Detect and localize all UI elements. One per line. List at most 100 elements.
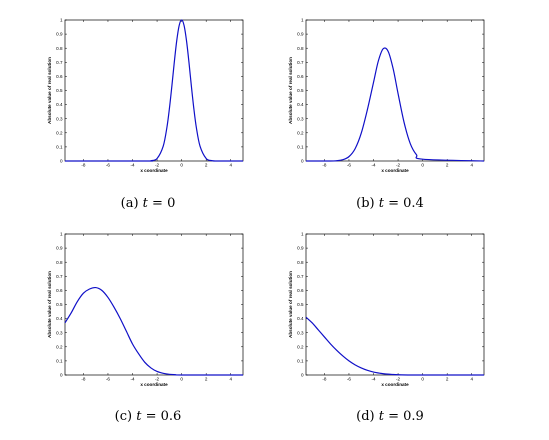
x-tick-label: 0 (180, 377, 183, 382)
y-tick-label: 1 (60, 18, 63, 23)
caption-value: = 0 (148, 196, 175, 211)
panel-caption: (a) t = 0 (121, 196, 176, 211)
y-tick-label: 0.4 (56, 316, 63, 321)
x-tick-label: 2 (446, 377, 449, 382)
chart-panel: -8 -6 -4 -2 0 2 4 0 0.1 0.2 0.3 0.4 0.5 0.6 0.7 0.8 0.9 1… (47, 232, 244, 424)
y-tick-label: 0.7 (297, 274, 304, 279)
x-tick-label: -4 (130, 163, 135, 168)
x-axis-label: x coordinate (381, 168, 409, 173)
caption-prefix: (a) (121, 196, 143, 211)
series-line (64, 19, 244, 162)
y-tick-label: 0.3 (297, 116, 304, 121)
x-tick-label: -2 (396, 377, 401, 382)
panel-caption: (d) t = 0.9 (356, 409, 424, 424)
caption-variable: t (143, 196, 149, 211)
y-tick-label: 0.3 (56, 116, 63, 121)
y-tick-label: 0.1 (56, 145, 63, 150)
y-tick-label: 0.8 (56, 46, 63, 51)
y-axis-label: Absolute value of real solution (288, 57, 293, 124)
x-tick-label: -2 (155, 377, 160, 382)
y-tick-label: 1 (301, 232, 304, 237)
y-tick-label: 0.2 (56, 130, 63, 135)
y-tick-label: 0.8 (56, 260, 63, 265)
x-tick-label: -6 (106, 163, 111, 168)
y-tick-label: 0.8 (297, 260, 304, 265)
y-tick-label: 0.5 (56, 88, 63, 93)
caption-value: = 0.4 (384, 196, 424, 211)
panel-caption: (b) t = 0.4 (356, 196, 424, 211)
y-tick-label: 0.1 (56, 359, 63, 364)
x-tick-label: -8 (322, 377, 327, 382)
chart-panel: -8 -6 -4 -2 0 2 4 0 0.1 0.2 0.3 0.4 0.5 0.6 0.7 0.8 0.9 1… (288, 232, 485, 424)
plot-frame (305, 19, 485, 162)
x-tick-label: -4 (371, 377, 376, 382)
x-tick-label: -8 (81, 377, 86, 382)
x-tick-label: -6 (347, 377, 352, 382)
caption-prefix: (b) (356, 196, 379, 211)
caption-prefix: (c) (115, 409, 137, 424)
plot-frame (64, 19, 244, 162)
series-line (305, 316, 484, 376)
plot-frame (64, 233, 244, 376)
caption-prefix: (d) (356, 409, 379, 424)
y-tick-label: 0.6 (56, 74, 63, 79)
series-line (64, 286, 244, 376)
y-tick-label: 0.4 (297, 102, 304, 107)
y-tick-label: 0.2 (56, 344, 63, 349)
x-tick-label: 4 (470, 163, 473, 168)
y-tick-label: 0 (60, 159, 63, 164)
y-axis-label: Absolute value of real solution (47, 271, 52, 338)
caption-value: = 0.9 (384, 409, 424, 424)
y-tick-label: 0.7 (297, 60, 304, 65)
x-tick-label: -4 (130, 377, 135, 382)
caption-variable: t (136, 409, 142, 424)
x-tick-label: 4 (229, 377, 232, 382)
y-tick-label: 0.6 (56, 288, 63, 293)
chart-panel: -8 -6 -4 -2 0 2 4 0 0.1 0.2 0.3 0.4 0.5 0.6 0.7 0.8 0.9 1… (288, 18, 485, 211)
y-tick-label: 0.6 (297, 74, 304, 79)
y-tick-label: 0.1 (297, 145, 304, 150)
x-tick-label: 0 (421, 163, 424, 168)
y-tick-label: 0.9 (297, 32, 304, 37)
x-axis-label: x coordinate (381, 382, 409, 387)
y-tick-label: 0.4 (56, 102, 63, 107)
y-axis-label: Absolute value of real solution (288, 271, 293, 338)
x-tick-label: -2 (396, 163, 401, 168)
x-tick-label: 4 (470, 377, 473, 382)
y-tick-label: 0.5 (297, 302, 304, 307)
y-tick-label: 0 (301, 373, 304, 378)
y-tick-label: 0.9 (297, 246, 304, 251)
x-tick-label: 2 (205, 163, 208, 168)
y-tick-label: 0.5 (56, 302, 63, 307)
y-tick-label: 0.8 (297, 46, 304, 51)
x-tick-label: -6 (106, 377, 111, 382)
y-tick-label: 0.9 (56, 246, 63, 251)
y-tick-label: 0.1 (297, 359, 304, 364)
y-tick-label: 0.5 (297, 88, 304, 93)
y-tick-label: 0.3 (297, 330, 304, 335)
x-axis-label: x coordinate (140, 382, 168, 387)
x-tick-label: 4 (229, 163, 232, 168)
y-tick-label: 0 (60, 373, 63, 378)
x-tick-label: -8 (81, 163, 86, 168)
y-tick-label: 0.7 (56, 60, 63, 65)
x-tick-label: 0 (421, 377, 424, 382)
chart-panel: -8 -6 -4 -2 0 2 4 0 0.1 0.2 0.3 0.4 0.5 0.6 0.7 0.8 0.9 1… (47, 18, 244, 211)
x-tick-label: -6 (347, 163, 352, 168)
y-tick-label: 0.9 (56, 32, 63, 37)
plot-frame (305, 233, 485, 376)
y-tick-label: 1 (301, 18, 304, 23)
panel-caption: (c) t = 0.6 (115, 409, 182, 424)
y-tick-label: 0.3 (56, 330, 63, 335)
x-tick-label: -8 (322, 163, 327, 168)
x-tick-label: 2 (446, 163, 449, 168)
x-axis-label: x coordinate (140, 168, 168, 173)
y-tick-label: 0.7 (56, 274, 63, 279)
x-tick-label: -2 (155, 163, 160, 168)
y-tick-label: 0.4 (297, 316, 304, 321)
y-tick-label: 0.6 (297, 288, 304, 293)
y-tick-label: 1 (60, 232, 63, 237)
y-tick-label: 0 (301, 159, 304, 164)
y-tick-label: 0.2 (297, 344, 304, 349)
